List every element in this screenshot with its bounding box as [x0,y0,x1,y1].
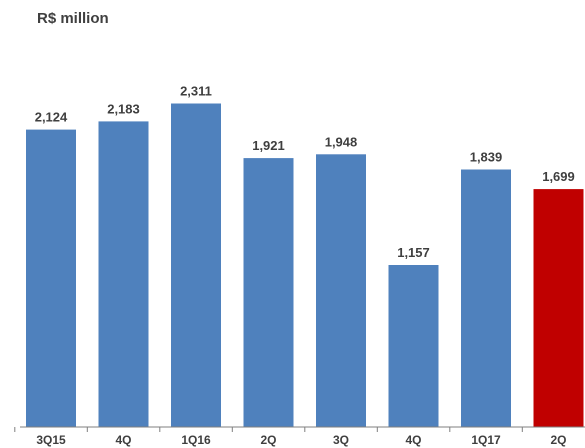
x-tick-label: 4Q [405,433,421,447]
bar-1q17-6 [461,169,511,427]
x-tick-label: 2Q [550,433,566,447]
x-tick-label: 4Q [115,433,131,447]
bar-2q-7 [533,189,584,427]
bar-value-label: 2,183 [107,101,140,116]
x-tick-label: 2Q [260,433,276,447]
bar-3q15-0 [26,129,76,427]
bars-layer [26,103,584,428]
bar-value-label: 1,839 [470,150,503,165]
x-tick-label: 1Q16 [181,433,211,447]
bar-value-label: 2,124 [35,110,68,125]
bar-4q-1 [98,121,149,428]
bar-4q-5 [388,265,439,427]
x-tick-label: 3Q [333,433,349,447]
bar-value-label: 1,921 [252,138,285,153]
bar-value-label: 2,311 [180,84,212,99]
bar-value-label: 1,157 [397,245,430,260]
bar-value-label: 1,699 [542,169,575,184]
x-tick-labels-layer: 3Q15 4Q 1Q16 2Q 3Q 4Q 1Q17 2Q [36,433,566,447]
bar-1q16-2 [171,103,221,427]
bar-2q-3 [243,158,294,427]
x-tick-label: 3Q15 [36,433,66,447]
bar-value-label: 1,948 [325,134,358,149]
chart-unit-label: R$ million [37,10,109,27]
x-tick-marks-layer [14,427,523,432]
value-labels-layer: 2,124 2,183 2,311 1,921 1,948 1,157 1,839 1,699 [35,84,575,261]
x-tick-label: 1Q17 [471,433,501,447]
bar-3q-4 [316,154,366,428]
